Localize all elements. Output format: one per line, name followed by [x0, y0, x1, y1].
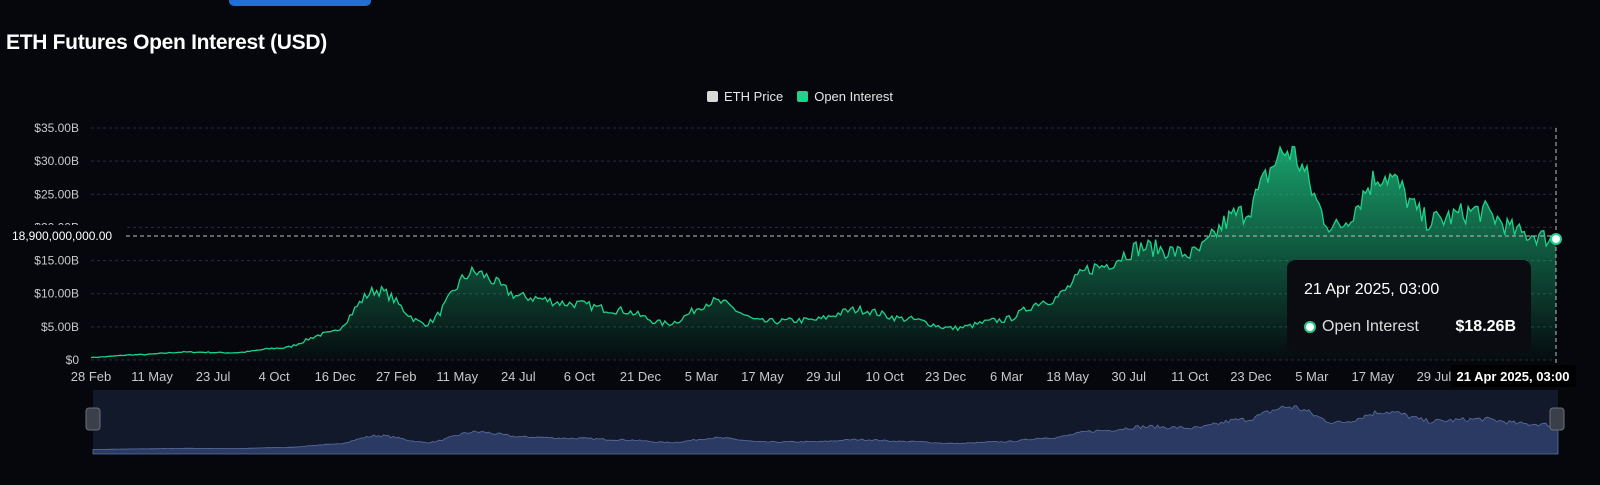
tooltip-series-name: Open Interest [1322, 318, 1419, 335]
x-tick-label: 17 May [741, 369, 784, 384]
navigator-series [92, 405, 1559, 455]
x-cursor-label-bg [1451, 365, 1576, 387]
x-tick-label: 29 Jul [806, 369, 841, 384]
open-interest-line [90, 145, 1557, 359]
tooltip-date: 21 Apr 2025, 03:00 [1304, 281, 1440, 298]
crosshair-y-label: 18,900,000,000.00 [12, 229, 112, 243]
x-tick-label: 27 Feb [376, 369, 416, 384]
navigator-left-handle[interactable] [85, 407, 101, 431]
x-tick-label: 24 Jul [501, 369, 536, 384]
legend-swatch-open-interest [797, 90, 809, 102]
x-tick-label: 5 Mar [685, 369, 719, 384]
tooltip-value: $18.26B [1455, 318, 1517, 335]
data-tooltip: 21 Apr 2025, 03:00 Open Interest $18.26B [1287, 260, 1531, 353]
x-axis-ticks: 28 Feb 11 May 23 Jul 4 Oct 16 Dec 27 Feb 11 Ma… [71, 369, 1515, 384]
x-tick-label: 10 Oct [865, 369, 904, 384]
x-tick-label: 17 May [1352, 369, 1395, 384]
x-tick-label: 30 Jul [1111, 369, 1146, 384]
y-tick-label: $5.00B [41, 320, 79, 334]
y-tick-label: $15.00B [34, 254, 79, 268]
chart-title: ETH Futures Open Interest (USD) [6, 31, 327, 54]
crosshair: 18,900,000,000.00 21 Apr 2025, 03:00 [6, 128, 1576, 387]
navigator-right-handle[interactable] [1549, 407, 1565, 431]
x-tick-label: 16 Dec [315, 369, 357, 384]
y-tick-label: $35.00B [34, 121, 79, 135]
tooltip-series-marker [1304, 321, 1316, 333]
x-tick-label: 6 Mar [990, 369, 1024, 384]
x-tick-label: 6 Oct [564, 369, 595, 384]
hover-point [1550, 232, 1562, 245]
crosshair-y-label-bg [6, 225, 126, 246]
series-area [90, 145, 1557, 360]
tooltip-row: Open Interest $18.26B [1304, 318, 1516, 336]
x-tick-label: 23 Dec [925, 369, 967, 384]
legend-label-open-interest: Open Interest [814, 88, 893, 104]
y-tick-label: $25.00B [34, 187, 79, 201]
x-cursor-label: 21 Apr 2025, 03:00 [1457, 369, 1570, 384]
x-tick-label: 4 Oct [259, 369, 290, 384]
y-tick-label: $30.00B [34, 154, 79, 168]
range-navigator[interactable] [85, 390, 1565, 455]
x-tick-label: 18 May [1046, 369, 1089, 384]
x-tick-label: 29 Jul [1417, 369, 1452, 384]
y-tick-label: $0 [66, 353, 80, 367]
x-tick-label: 11 Oct [1171, 369, 1209, 384]
legend-swatch-eth-price [706, 90, 718, 102]
x-tick-label: 28 Feb [71, 369, 111, 384]
x-tick-label: 21 Dec [620, 369, 662, 384]
legend-item-open-interest[interactable]: Open Interest [797, 88, 893, 104]
x-tick-label: 23 Dec [1230, 369, 1272, 384]
x-tick-label: 23 Jul [196, 369, 231, 384]
top-tab-indicator[interactable] [229, 0, 371, 6]
chart-legend: ETH Price Open Interest [0, 88, 1600, 104]
open-interest-area [91, 146, 1556, 360]
x-tick-label: 11 May [131, 369, 173, 384]
x-tick-label: 5 Mar [1295, 369, 1329, 384]
x-tick-label: 11 May [436, 369, 478, 384]
legend-item-eth-price[interactable]: ETH Price [706, 88, 784, 104]
y-tick-label: $10.00B [34, 287, 79, 301]
legend-label-eth-price: ETH Price [723, 88, 784, 104]
